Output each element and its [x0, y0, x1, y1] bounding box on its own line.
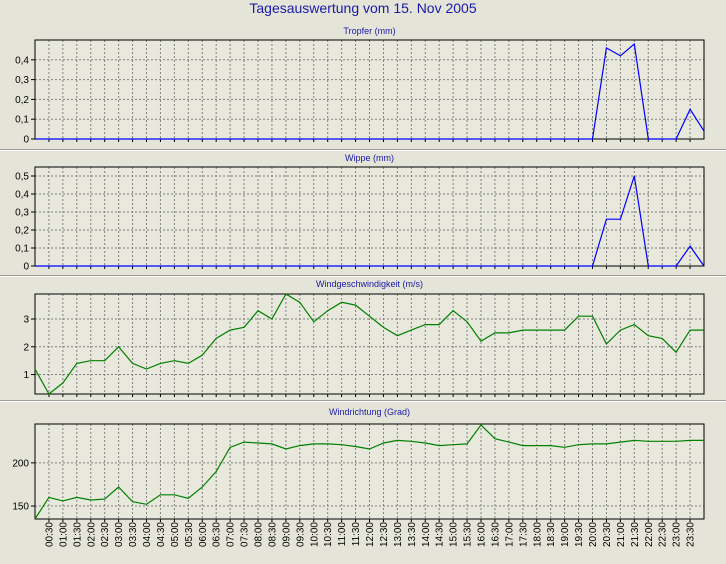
x-tick-label: 06:30: [212, 522, 223, 547]
y-tick-label: 0,1: [15, 244, 29, 255]
x-tick-label: 03:00: [114, 522, 125, 547]
panel-title: Windgeschwindigkeit (m/s): [316, 279, 423, 289]
x-tick-label: 18:00: [532, 522, 543, 547]
series-line: [34, 423, 704, 520]
x-tick-label: 16:00: [477, 522, 488, 547]
y-tick-label: 0,4: [15, 55, 29, 66]
x-tick-label: 15:30: [463, 522, 474, 547]
x-tick-label: 20:30: [602, 522, 613, 547]
plot-frame: [34, 293, 705, 395]
x-tick-label: 21:30: [630, 522, 641, 547]
x-tick-label: 09:00: [281, 522, 292, 547]
panel-title: Tropfer (mm): [343, 26, 395, 36]
y-tick-label: 200: [12, 458, 29, 469]
y-tick-label: 0,2: [15, 95, 29, 106]
x-tick-label: 13:00: [393, 522, 404, 547]
chart-panel-4: Windrichtung (Grad) 150 200: [12, 407, 705, 522]
y-tick-label: 0,3: [15, 208, 29, 219]
x-tick-label: 04:00: [142, 522, 153, 547]
x-tick-label: 23:00: [672, 522, 683, 547]
x-tick-label: 19:00: [560, 522, 571, 547]
x-tick-label: 12:30: [379, 522, 390, 547]
x-tick-label: 14:30: [435, 522, 446, 547]
y-tick-label: 1: [23, 370, 29, 381]
page-title: Tagesauswertung vom 15. Nov 2005: [249, 0, 477, 16]
x-tick-label: 02:00: [86, 522, 97, 547]
panel-title: Wippe (mm): [345, 153, 394, 163]
panel-separator: [0, 400, 726, 402]
x-tick-label: 08:00: [254, 522, 265, 547]
x-tick-label: 18:30: [546, 522, 557, 547]
plot-frame: [34, 423, 705, 520]
plot-area: [35, 424, 704, 519]
x-tick-label: 23:30: [686, 522, 697, 547]
x-tick-label: 17:00: [504, 522, 515, 547]
y-tick-label: 3: [23, 315, 29, 326]
y-tick-label: 0,4: [15, 190, 29, 201]
chart-panel-2: Wippe (mm) 0 0,1 0,2 0,3 0,4 0,5: [15, 153, 705, 273]
y-tick-label: 0,3: [15, 75, 29, 86]
panel-separator: [0, 275, 726, 277]
x-tick-label: 05:00: [170, 522, 181, 547]
x-tick-label: 19:30: [574, 522, 585, 547]
x-tick-label: 17:30: [518, 522, 529, 547]
x-tick-label: 11:30: [351, 522, 362, 547]
x-tick-label: 12:00: [365, 522, 376, 547]
chart-panel-3: Windgeschwindigkeit (m/s) 1 2 3: [23, 279, 705, 397]
x-tick-label: 20:00: [588, 522, 599, 547]
x-tick-label: 15:00: [449, 522, 460, 547]
x-tick-label: 21:00: [616, 522, 627, 547]
x-tick-label: 10:30: [323, 522, 334, 547]
x-tick-label: 03:30: [128, 522, 139, 547]
x-tick-label: 00:30: [44, 522, 55, 547]
x-tick-label: 14:00: [421, 522, 432, 547]
x-tick-label: 05:30: [184, 522, 195, 547]
y-tick-label: 0: [23, 135, 29, 146]
x-tick-label: 02:30: [100, 522, 111, 547]
x-tick-label: 01:30: [72, 522, 83, 547]
y-tick-label: 2: [23, 342, 29, 353]
x-tick-label: 07:00: [226, 522, 237, 547]
y-tick-label: 0,2: [15, 226, 29, 237]
x-tick-label: 11:00: [337, 522, 348, 547]
chart-panel-1: Tropfer (mm) 0 0,1 0,2 0,3 0,4: [15, 26, 705, 146]
x-tick-label: 07:30: [240, 522, 251, 547]
x-tick-label: 16:30: [490, 522, 501, 547]
x-tick-label: 13:30: [407, 522, 418, 547]
x-tick-label: 01:00: [58, 522, 69, 547]
y-tick-label: 0: [23, 262, 29, 273]
y-tick-label: 150: [12, 502, 29, 513]
panel-separator: [0, 149, 726, 151]
x-tick-label: 09:30: [295, 522, 306, 547]
y-tick-label: 0,1: [15, 115, 29, 126]
x-tick-label: 22:30: [658, 522, 669, 547]
panel-title: Windrichtung (Grad): [329, 407, 410, 417]
x-tick-label: 08:30: [267, 522, 278, 547]
x-tick-label: 10:00: [309, 522, 320, 547]
x-tick-label: 22:00: [644, 522, 655, 547]
y-tick-label: 0,5: [15, 172, 29, 183]
x-tick-label: 06:00: [198, 522, 209, 547]
x-tick-label: 04:30: [156, 522, 167, 547]
